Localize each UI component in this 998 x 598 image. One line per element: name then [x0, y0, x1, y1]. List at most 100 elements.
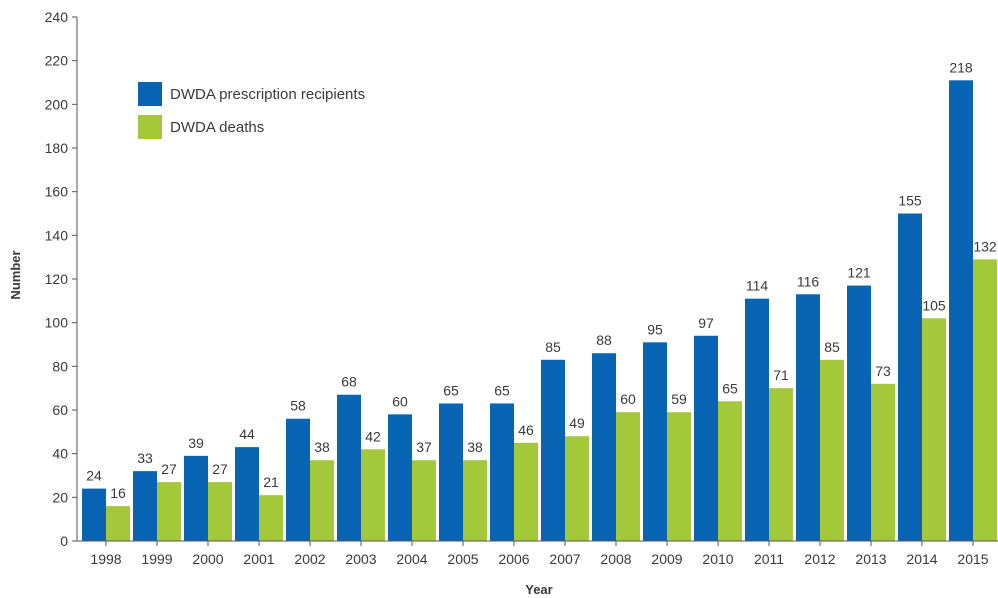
bar-recipients — [133, 471, 157, 541]
bar-recipients — [388, 414, 412, 541]
data-label: 60 — [620, 391, 636, 407]
x-tick-label: 2004 — [396, 551, 427, 567]
bar-recipients — [847, 285, 871, 541]
legend-swatch-recipients — [138, 82, 162, 106]
bar-deaths — [514, 442, 538, 541]
bar-recipients — [796, 294, 820, 541]
data-label: 105 — [922, 297, 946, 313]
bar-deaths — [718, 401, 742, 541]
x-tick-label: 2003 — [345, 551, 376, 567]
x-tick-label: 2001 — [243, 551, 274, 567]
bar-deaths — [973, 259, 997, 541]
data-label: 27 — [161, 461, 177, 477]
legend-swatch-deaths — [138, 115, 162, 139]
data-label: 85 — [545, 339, 561, 355]
bar-deaths — [412, 460, 436, 541]
y-tick-label: 140 — [45, 227, 69, 243]
data-label: 42 — [365, 428, 381, 444]
data-label: 65 — [494, 382, 510, 398]
x-axis: 1998 1999 2000 2001 2002 2003 2004 2005 2006 2007… — [77, 540, 998, 567]
data-label: 65 — [722, 380, 738, 396]
data-label: 16 — [110, 485, 126, 501]
legend-label-deaths: DWDA deaths — [170, 119, 264, 136]
bar-recipients — [745, 298, 769, 541]
bar-deaths — [361, 449, 385, 541]
data-label: 73 — [875, 363, 891, 379]
x-tick-label: 2002 — [294, 551, 325, 567]
x-tick-label: 2007 — [549, 551, 580, 567]
bar-recipients — [439, 403, 463, 541]
data-label: 71 — [773, 367, 789, 383]
bar-deaths — [769, 388, 793, 541]
y-tick-label: 180 — [45, 140, 69, 156]
bar-recipients — [490, 403, 514, 541]
x-tick-label: 2013 — [855, 551, 886, 567]
x-tick-label: 2012 — [804, 551, 835, 567]
bar-recipients — [643, 342, 667, 541]
bar-deaths — [157, 482, 181, 541]
bar-recipients — [82, 488, 106, 541]
data-label: 59 — [671, 391, 687, 407]
y-tick-label: 240 — [45, 9, 69, 25]
y-tick-label: 200 — [45, 96, 69, 112]
y-tick-label: 40 — [52, 446, 68, 462]
y-tick-label: 100 — [45, 315, 69, 331]
bar-deaths — [616, 412, 640, 541]
data-label: 46 — [518, 422, 534, 438]
data-label: 116 — [797, 273, 820, 289]
legend: DWDA prescription recipients DWDA deaths — [138, 82, 365, 139]
data-label: 114 — [746, 278, 769, 294]
y-tick-label: 120 — [45, 271, 69, 287]
data-label: 38 — [467, 439, 483, 455]
data-label: 60 — [392, 393, 408, 409]
data-label: 39 — [188, 435, 204, 451]
data-label: 24 — [86, 468, 102, 484]
y-tick-label: 160 — [45, 184, 69, 200]
data-label: 218 — [949, 59, 973, 75]
bar-recipients — [898, 213, 922, 541]
bar-deaths — [565, 436, 589, 541]
x-ticks: 1998 1999 2000 2001 2002 2003 2004 2005 2006 2007… — [90, 541, 989, 567]
data-label: 132 — [973, 238, 997, 254]
bar-recipients — [541, 359, 565, 541]
data-label: 68 — [341, 374, 357, 390]
x-tick-label: 2015 — [957, 551, 988, 567]
data-label: 49 — [569, 415, 585, 431]
y-tick-label: 20 — [52, 489, 68, 505]
bar-deaths — [667, 412, 691, 541]
y-tick-label: 0 — [60, 533, 68, 549]
bar-deaths — [106, 506, 130, 541]
bar-recipients — [337, 394, 361, 541]
bars — [82, 80, 997, 542]
y-tick-label: 80 — [52, 358, 68, 374]
data-label: 37 — [416, 439, 432, 455]
data-label: 97 — [698, 315, 714, 331]
data-label: 21 — [263, 474, 279, 490]
x-tick-label: 2008 — [600, 551, 631, 567]
y-axis-title: Number — [8, 250, 23, 299]
data-label: 58 — [290, 398, 306, 414]
x-tick-label: 2005 — [447, 551, 478, 567]
data-label: 95 — [647, 321, 663, 337]
bar-recipients — [235, 447, 259, 541]
data-label: 121 — [847, 265, 871, 281]
data-label: 27 — [212, 461, 228, 477]
bar-deaths — [310, 460, 334, 541]
bar-deaths — [259, 495, 283, 541]
x-tick-label: 1999 — [141, 551, 172, 567]
bar-recipients — [184, 455, 208, 541]
data-label: 65 — [443, 382, 459, 398]
bar-deaths — [871, 383, 895, 541]
data-label: 44 — [239, 426, 255, 442]
data-label: 85 — [824, 339, 840, 355]
bar-recipients — [592, 353, 616, 541]
x-tick-label: 2006 — [498, 551, 529, 567]
x-tick-label: 2010 — [702, 551, 733, 567]
bar-recipients — [949, 80, 973, 542]
legend-label-recipients: DWDA prescription recipients — [170, 86, 365, 103]
bar-deaths — [463, 460, 487, 541]
x-axis-title: Year — [525, 582, 552, 597]
bar-deaths — [922, 318, 946, 541]
x-tick-label: 1998 — [90, 551, 121, 567]
